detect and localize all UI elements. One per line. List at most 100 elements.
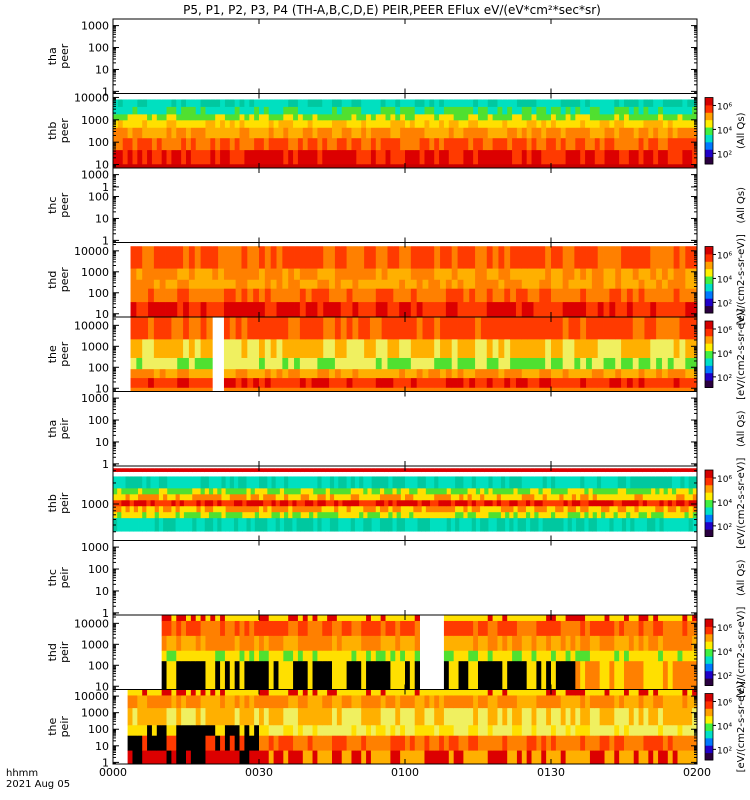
heatmap-cell <box>129 466 135 469</box>
heatmap-cell <box>521 378 529 389</box>
heatmap-cell <box>603 242 610 247</box>
heatmap-cell <box>655 500 660 507</box>
heatmap-cell <box>244 120 250 129</box>
heatmap-cell <box>601 494 606 501</box>
heatmap-cell <box>125 476 131 489</box>
heatmap-cell <box>332 114 338 121</box>
heatmap-cell <box>643 114 649 121</box>
heatmap-cell <box>604 138 610 151</box>
heatmap-cell <box>588 531 594 541</box>
heatmap-cell <box>206 246 213 269</box>
heatmap-cell <box>453 164 459 169</box>
heatmap-cell <box>658 164 664 169</box>
heatmap-cell <box>387 268 394 281</box>
heatmap-cell <box>451 378 458 389</box>
heatmap-cell <box>492 620 498 637</box>
heatmap-cell <box>253 339 260 359</box>
heatmap-cell <box>183 468 189 473</box>
heatmap-cell <box>154 531 160 541</box>
heatmap-cell <box>125 488 131 495</box>
heatmap-cell <box>361 127 367 139</box>
heatmap-cell <box>471 471 477 477</box>
heatmap-cell <box>171 387 178 392</box>
heatmap-cell <box>542 500 548 507</box>
colorbar-label: 10⁶ <box>717 102 732 112</box>
heatmap-cell <box>297 164 304 169</box>
heatmap-cell <box>352 268 359 281</box>
heatmap-cell <box>538 468 544 473</box>
heatmap-cell <box>282 387 289 392</box>
heatmap-cell <box>480 468 485 473</box>
heatmap-cell <box>181 114 187 121</box>
heatmap-cell <box>605 512 610 519</box>
heatmap-cell <box>626 518 631 532</box>
panel-label-probe: thb <box>46 494 59 512</box>
heatmap-cell <box>263 500 268 507</box>
heatmap-cell <box>515 288 523 303</box>
heatmap-cell <box>293 620 299 637</box>
heatmap-cell <box>400 518 406 532</box>
heatmap-cell <box>458 127 464 139</box>
heatmap-cell <box>410 378 418 389</box>
heatmap-cell <box>229 279 237 290</box>
panel-label-type: peir <box>58 492 71 514</box>
heatmap-cell <box>165 279 172 290</box>
heatmap-cell <box>422 279 429 290</box>
heatmap-cell <box>205 620 211 637</box>
heatmap-cell <box>299 339 307 359</box>
heatmap-cell <box>253 268 260 281</box>
heatmap-cell <box>229 120 236 129</box>
heatmap-cell <box>638 302 645 318</box>
heatmap-cell <box>129 531 135 541</box>
heatmap-cell <box>457 279 464 290</box>
heatmap-cell <box>171 661 177 690</box>
heatmap-cell <box>642 506 648 513</box>
heatmap-cell <box>288 387 295 392</box>
heatmap-cell <box>179 500 185 507</box>
heatmap-cell <box>327 164 333 169</box>
heatmap-cell <box>421 476 427 489</box>
heatmap-cell <box>235 279 242 290</box>
heatmap-cell <box>309 512 314 519</box>
heatmap-cell <box>405 620 411 637</box>
heatmap-cell <box>521 357 529 370</box>
heatmap-cell <box>592 468 598 473</box>
y-tick-label: 100 <box>88 42 109 55</box>
heatmap-cell <box>458 99 464 108</box>
heatmap-cell <box>580 268 587 281</box>
heatmap-cell <box>551 378 558 389</box>
heatmap-cell <box>183 387 190 392</box>
heatmap-cell <box>682 615 688 622</box>
heatmap-cell <box>304 476 310 489</box>
heatmap-cell <box>545 378 552 389</box>
heatmap-cell <box>375 494 381 501</box>
heatmap-cell <box>200 500 206 507</box>
heatmap-cell <box>246 512 252 519</box>
heatmap-cell <box>580 114 586 121</box>
heatmap-cell <box>342 506 347 513</box>
heatmap-cell <box>425 506 431 513</box>
heatmap-cell <box>215 138 221 151</box>
heatmap-cell <box>451 242 458 247</box>
heatmap-cell <box>596 494 602 501</box>
panel-label-type: peer <box>58 267 71 293</box>
y-tick-label: 100 <box>88 136 109 149</box>
heatmap-cell <box>371 494 377 501</box>
heatmap-cell <box>617 471 623 477</box>
heatmap-cell <box>275 494 281 501</box>
heatmap-cell <box>234 150 240 165</box>
heatmap-cell <box>559 494 564 501</box>
heatmap-cell <box>419 106 425 115</box>
heatmap-cell <box>146 476 151 489</box>
heatmap-cell <box>221 494 227 501</box>
heatmap-cell <box>208 468 214 473</box>
heatmap-cell <box>229 531 235 541</box>
heatmap-cell <box>273 127 279 139</box>
heatmap-cell <box>300 512 306 519</box>
heatmap-cell <box>181 120 187 129</box>
heatmap-cell <box>195 150 201 165</box>
heatmap-cell <box>293 635 299 652</box>
heatmap-cell <box>565 114 571 121</box>
heatmap-cell <box>642 476 648 489</box>
